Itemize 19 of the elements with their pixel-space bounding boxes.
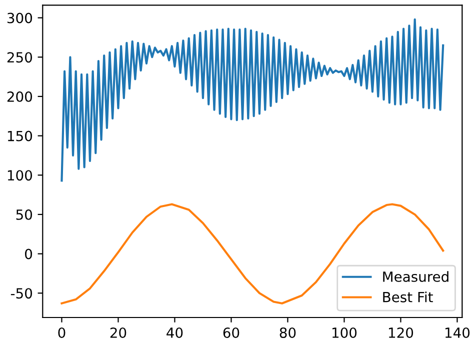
x-tick-label: 100 xyxy=(332,327,357,338)
x-tick-label: 120 xyxy=(388,327,414,338)
x-tick-label: 140 xyxy=(445,327,470,338)
y-tick-label: 50 xyxy=(16,209,32,220)
x-tick-label: 0 xyxy=(58,327,66,338)
y-tick-label: 300 xyxy=(7,12,32,24)
y-tick-label: -50 xyxy=(10,288,32,299)
x-tick-label: 40 xyxy=(166,327,183,338)
y-tick-label: 250 xyxy=(7,52,32,63)
x-tick-label: 20 xyxy=(110,327,126,338)
y-tick-label: 150 xyxy=(8,130,32,142)
legend-label: Measured xyxy=(383,271,448,282)
x-tick-label: 80 xyxy=(280,327,296,338)
line-series xyxy=(60,18,444,182)
legend-label: Best Fit xyxy=(383,292,433,302)
y-tick-label: 200 xyxy=(7,91,32,102)
y-tick-label: 0 xyxy=(25,248,32,260)
x-tick-label: 60 xyxy=(223,327,240,338)
y-tick-label: 100 xyxy=(8,170,32,181)
